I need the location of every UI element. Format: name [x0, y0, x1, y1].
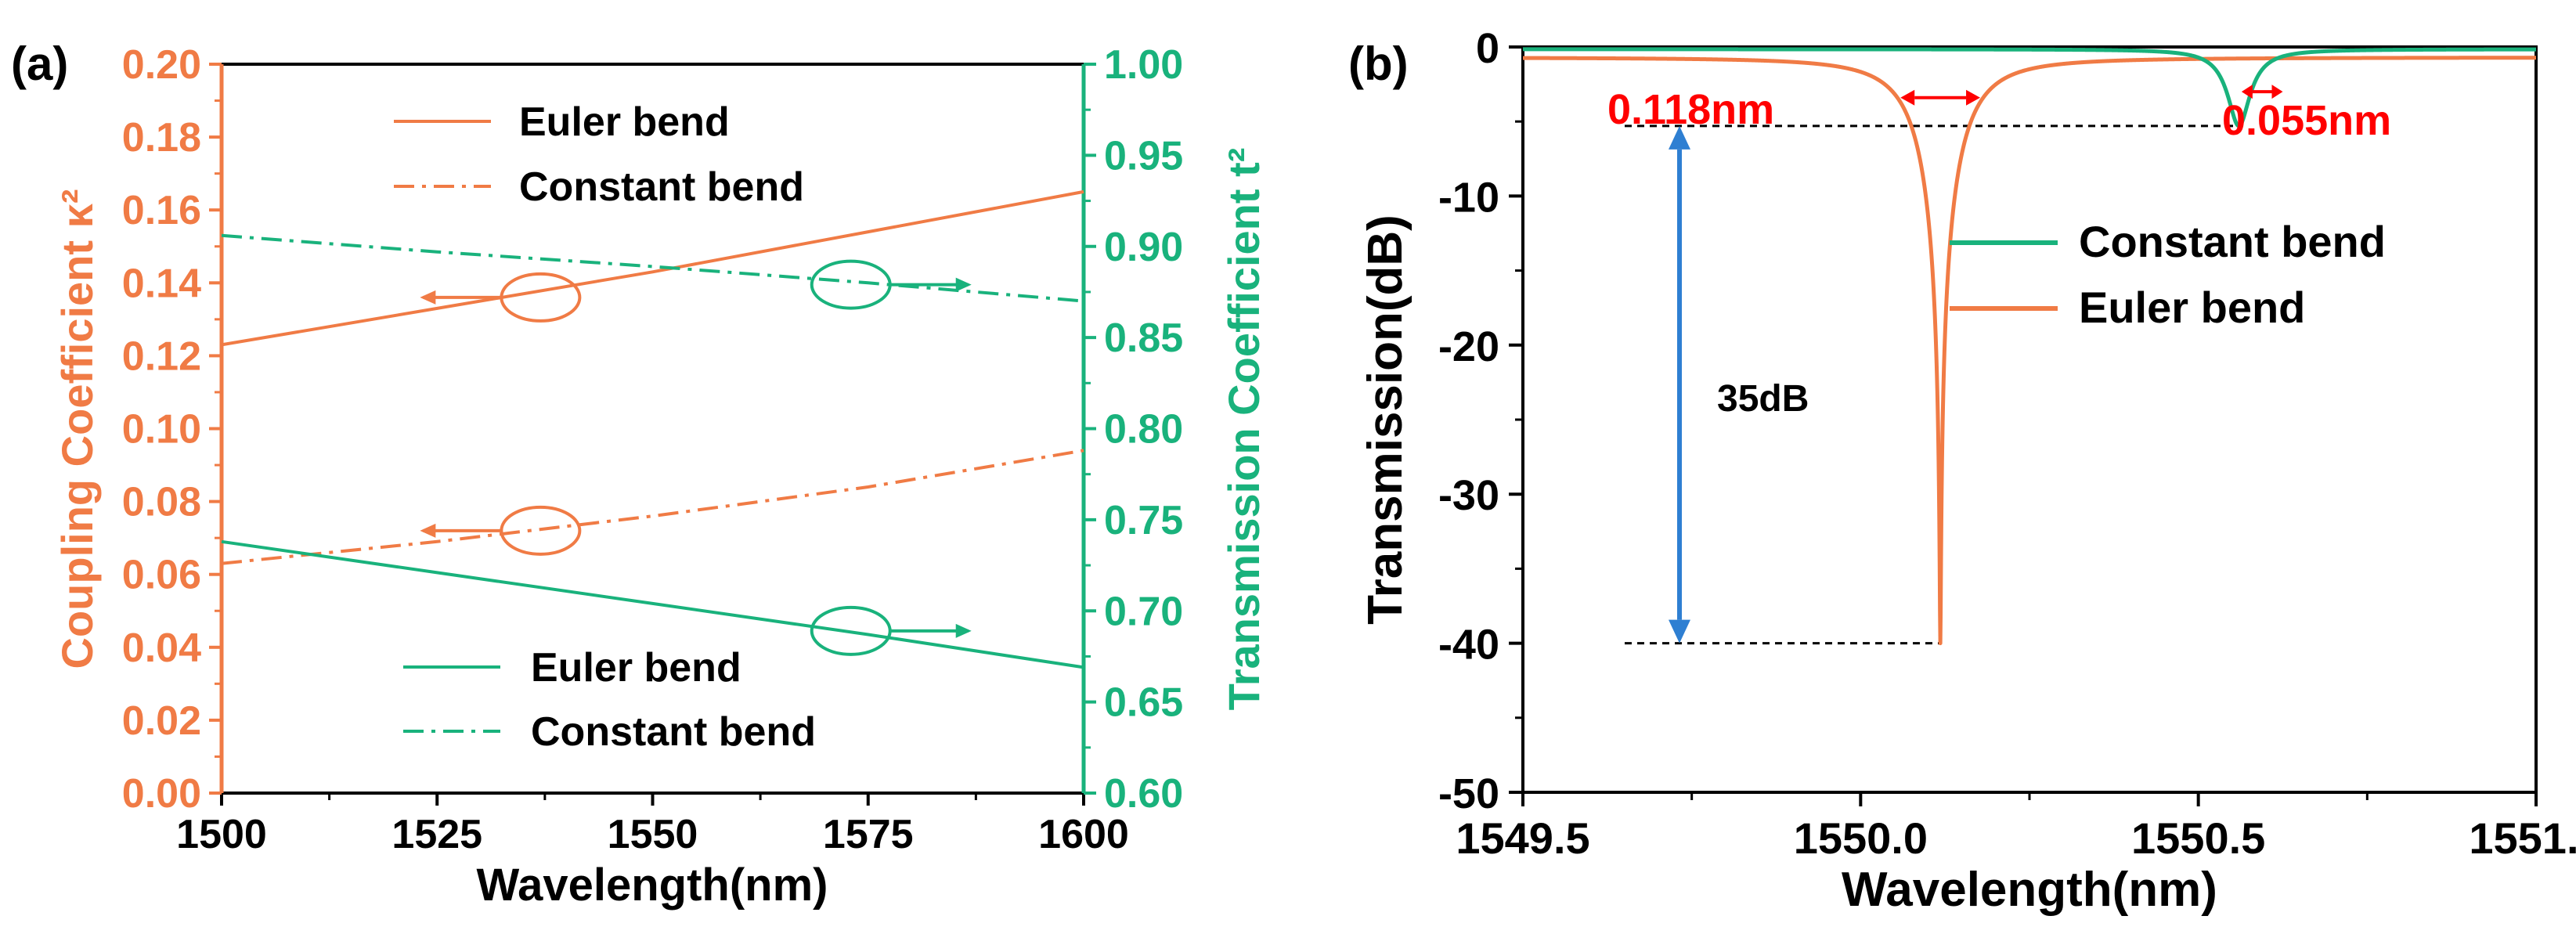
b-y-tick-label: -20: [1438, 323, 1499, 370]
b-y-tick-label: -10: [1438, 174, 1499, 221]
a-yl-tick-label: 0.20: [122, 42, 201, 88]
panel-b-ylabel: Transmission(dB): [1358, 215, 1412, 625]
panel-b-annotations: [1669, 85, 2283, 644]
fwhm-constant-arrow-head-end: [2271, 85, 2283, 99]
a-yl-tick-label: 0.04: [122, 626, 201, 671]
a-series-1-line: [221, 449, 1084, 565]
a-annotation-arrow-head: [955, 623, 972, 638]
extinction-label: 35dB: [1717, 378, 1809, 420]
a-yl-tick-label: 0.02: [122, 698, 201, 744]
a-x-tick-label: 1550: [608, 812, 698, 857]
panel-a-ylabel-right: Transmission Coefficient t²: [1219, 148, 1268, 711]
a-series-0-line: [221, 189, 1084, 347]
a-yr-tick-label: 0.70: [1104, 589, 1183, 634]
panel-a-xlabel: Wavelength(nm): [477, 860, 828, 911]
extinction-arrow-head-start: [1669, 125, 1690, 150]
a-yl-tick-label: 0.16: [122, 188, 201, 233]
fwhm-euler-arrow-head-end: [1966, 89, 1981, 106]
b-y-tick-label: -30: [1438, 472, 1499, 519]
legend-b-euler-label: Euler bend: [2079, 283, 2305, 332]
panel-b-reference-lines: [1625, 124, 2239, 645]
fwhm-constant-label: 0.055nm: [2222, 97, 2391, 144]
fwhm-euler-label: 0.118nm: [1607, 86, 1774, 133]
panel-a-series: [221, 189, 1084, 669]
a-annotation-arrow-head: [420, 523, 436, 538]
a-series-2-line: [221, 539, 1084, 669]
a-yr-tick-label: 0.80: [1104, 407, 1183, 453]
b-x-tick-label: 1549.5: [1456, 813, 1589, 863]
panel-a-ylabel-left: Coupling Coefficient κ²: [52, 189, 102, 669]
legend-a-bottom-euler-label: Euler bend: [531, 645, 741, 691]
legend-b-constant-label: Constant bend: [2079, 217, 2386, 266]
a-annotation-ellipse: [500, 272, 582, 323]
b-x-tick-label: 1550.5: [2131, 813, 2265, 863]
panel-b-label: (b): [1348, 38, 1409, 90]
a-yr-tick-label: 1.00: [1104, 42, 1183, 88]
a-x-tick-label: 1600: [1038, 812, 1129, 857]
panel-a: (a) 1500 1525 1550 1575 1600 0.00 0.02 0.04 0.06…: [11, 38, 1268, 911]
a-yr-tick-label: 0.60: [1104, 771, 1183, 817]
panel-b: (b) 1549.5 1550.0 1550.5 1551.0 0 -10 -20 -30 -4…: [1348, 25, 2576, 917]
a-yl-tick-label: 0.00: [122, 771, 201, 817]
b-series-1-line: [1521, 56, 2538, 646]
panel-b-series: [1521, 47, 2538, 646]
legend-a-bottom-constant-label: Constant bend: [531, 709, 816, 755]
b-x-tick-label: 1550.0: [1794, 813, 1928, 863]
a-yr-tick-label: 0.75: [1104, 498, 1183, 543]
panel-a-ticks: 1500 1525 1550 1575 1600 0.00 0.02 0.04 0.06 0.08…: [122, 42, 1183, 857]
a-yr-tick-label: 0.95: [1104, 133, 1183, 179]
a-yr-tick-label: 0.65: [1104, 680, 1183, 726]
a-x-tick-label: 1525: [391, 812, 482, 857]
panel-a-annotations: [420, 259, 972, 656]
a-x-tick-label: 1575: [823, 812, 914, 857]
a-yr-tick-label: 0.90: [1104, 225, 1183, 270]
b-x-tick-label: 1551.0: [2469, 813, 2576, 863]
fwhm-constant-arrow-head-start: [2241, 85, 2253, 99]
b-y-tick-label: -40: [1438, 622, 1499, 669]
panel-b-xlabel: Wavelength(nm): [1842, 863, 2217, 917]
a-yl-tick-label: 0.12: [122, 334, 201, 379]
a-yl-tick-label: 0.14: [122, 261, 201, 306]
a-annotation-arrow-head: [420, 290, 436, 305]
b-y-tick-label: -50: [1438, 770, 1499, 817]
fwhm-euler-arrow-head-start: [1900, 89, 1915, 106]
a-yl-tick-label: 0.06: [122, 553, 201, 598]
a-series-3-line: [221, 233, 1084, 303]
panel-b-frame: [1521, 45, 2538, 794]
legend-a-top-euler-label: Euler bend: [519, 99, 730, 145]
extinction-arrow-head-end: [1669, 619, 1690, 644]
panel-a-label: (a): [11, 38, 68, 90]
a-yl-tick-label: 0.10: [122, 407, 201, 453]
legend-a-top-constant-label: Constant bend: [519, 164, 804, 210]
b-y-tick-label: 0: [1476, 25, 1499, 72]
a-x-tick-label: 1500: [176, 812, 267, 857]
a-yr-tick-label: 0.85: [1104, 316, 1183, 361]
b-series-0-line: [1521, 47, 2538, 128]
a-yl-tick-label: 0.08: [122, 480, 201, 525]
a-annotation-arrow-head: [955, 277, 972, 292]
a-yl-tick-label: 0.18: [122, 115, 201, 160]
panel-b-ticks: 1549.5 1550.0 1550.5 1551.0 0 -10 -20 -30 -40 -50: [1438, 25, 2576, 863]
